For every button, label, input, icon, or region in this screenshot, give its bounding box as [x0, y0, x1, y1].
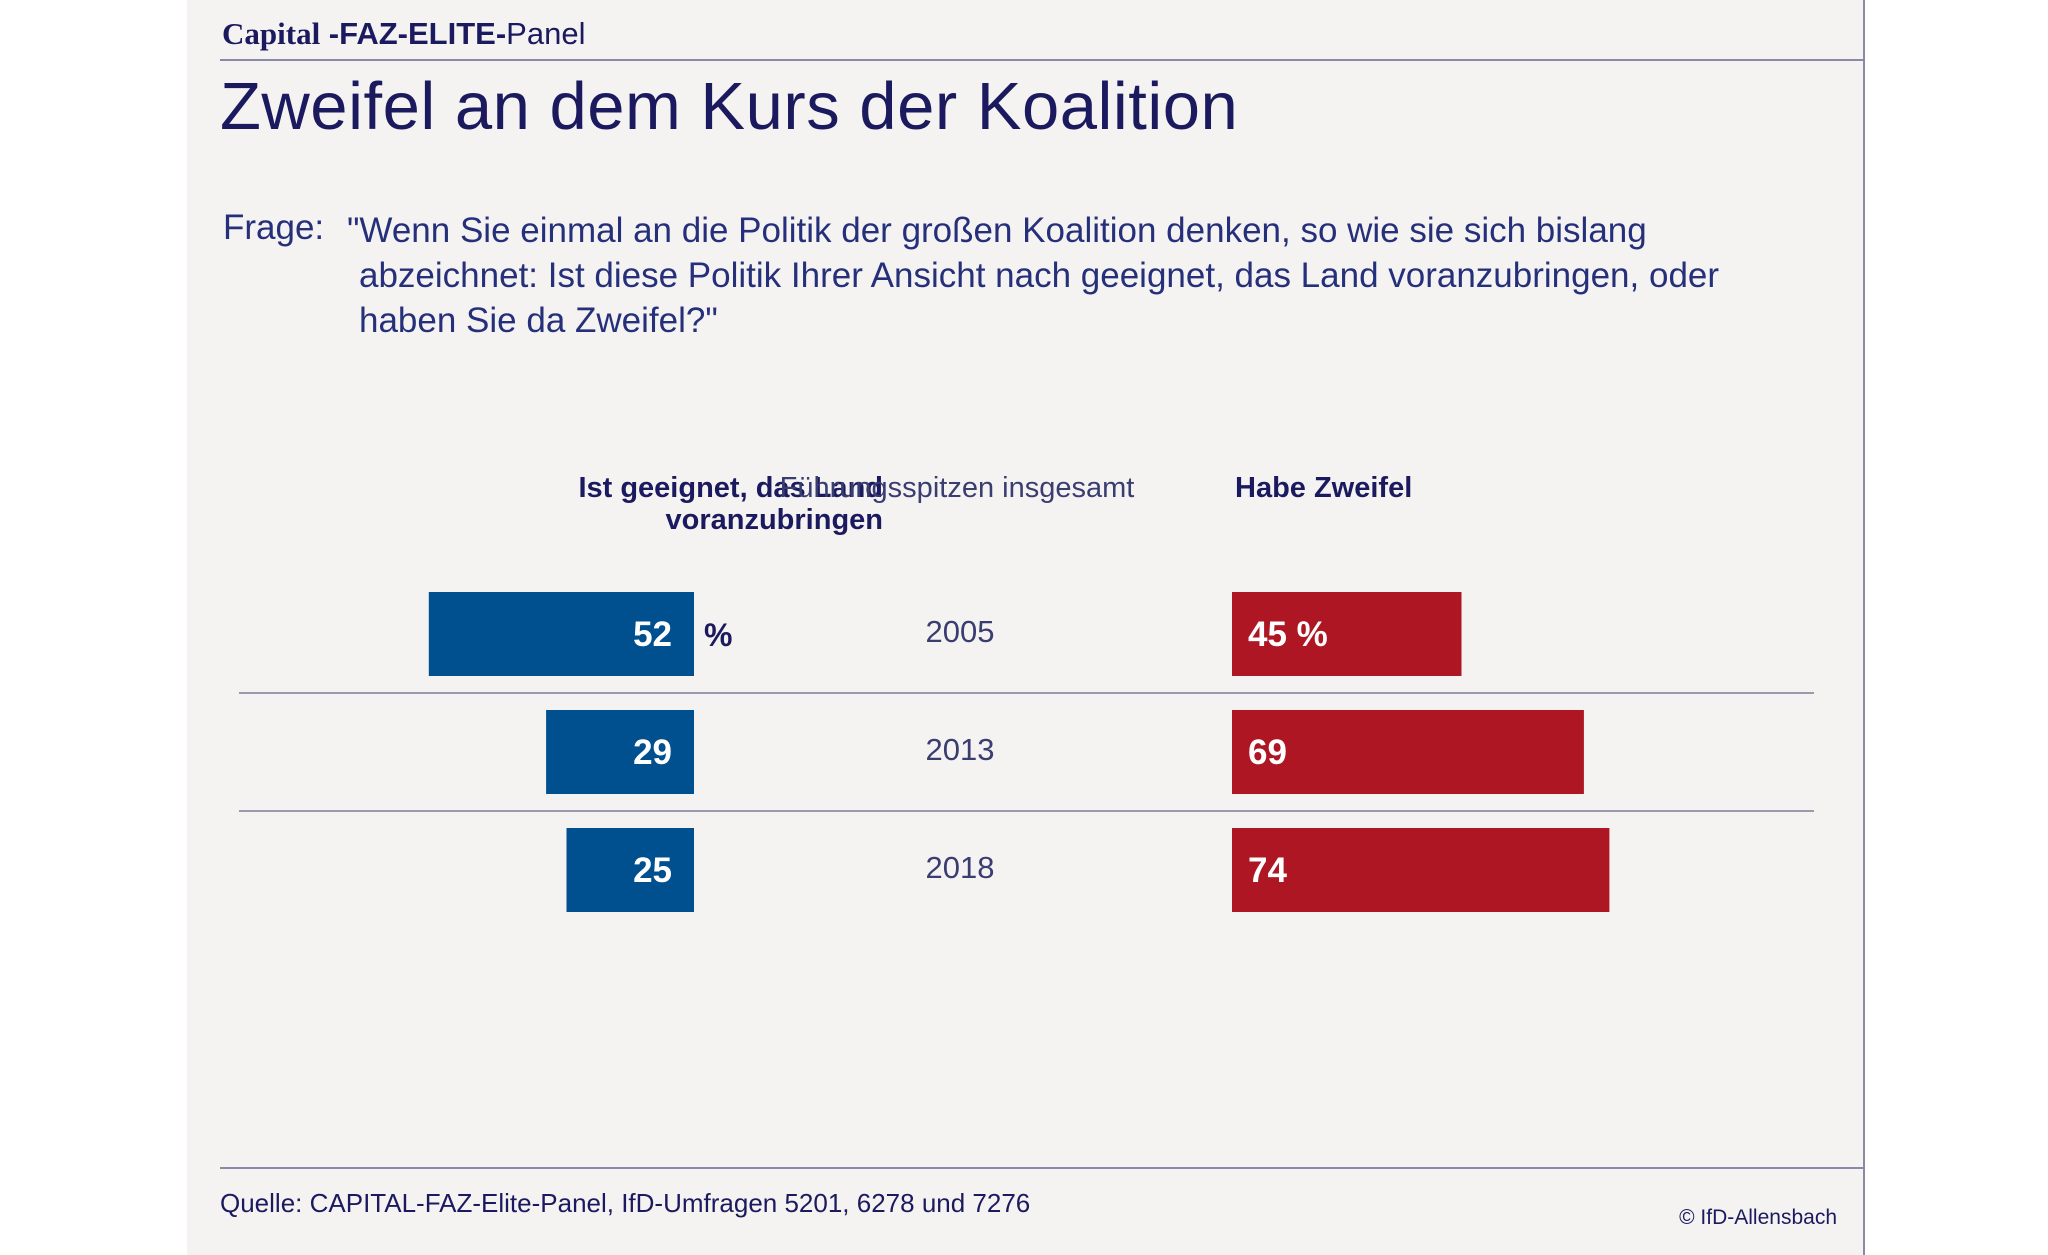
bar-label-suitable-2013: 29 [633, 733, 672, 772]
brand-panel: Panel [506, 16, 586, 51]
copyright-note: © IfD-Allensbach [1679, 1206, 1837, 1229]
brand-faz-elite: -FAZ-ELITE- [320, 16, 507, 51]
bar-doubt-2005 [1232, 592, 1462, 676]
bar-doubt-2013 [1232, 710, 1584, 794]
bar-label-doubt-2018: 74 [1248, 851, 1287, 890]
column-head-suitable: Ist geeignet, das Land voranzubringen [553, 472, 883, 536]
bar-doubt-2018 [1232, 828, 1610, 912]
question-text: "Wenn Sie einmal an die Politik der groß… [347, 211, 1720, 340]
column-head-total: Führungsspitzen insgesamt [779, 472, 1135, 504]
bar-suitable-2018 [566, 828, 694, 912]
bar-suitable-2013 [546, 710, 694, 794]
bar-label-doubt-2005: 45 % [1248, 615, 1328, 654]
year-label-2005: 2005 [926, 614, 995, 649]
header-brand: Capital -FAZ-ELITE-Panel [222, 16, 585, 52]
page-title: Zweifel an dem Kurs der Koalition [220, 69, 1239, 144]
year-label-2013: 2013 [926, 732, 995, 767]
header-divider [220, 59, 1863, 61]
source-note: Quelle: CAPITAL-FAZ-Elite-Panel, IfD-Umf… [220, 1188, 1031, 1218]
column-head-doubt: Habe Zweifel [1235, 472, 1413, 504]
bar-label-suitable-2005: 52 [633, 615, 672, 654]
chart-panel: Capital -FAZ-ELITE-Panel Zweifel an dem … [187, 0, 1865, 1255]
year-label-2018: 2018 [926, 850, 995, 885]
brand-capital: Capital [222, 16, 321, 51]
bar-label-doubt-2013: 69 [1248, 733, 1287, 772]
footer-divider [220, 1167, 1863, 1169]
bar-suitable-2005 [428, 592, 694, 676]
diverging-bar-chart: 52 45 %% 2005 29 69 2013 25 74 2018 [239, 592, 1814, 912]
unit-label-suitable: % [704, 617, 732, 653]
column-head-suitable-text: Ist geeignet, das Land voranzubringen [578, 472, 883, 536]
question-label: Frage: [223, 208, 325, 247]
bar-label-suitable-2018: 25 [633, 851, 672, 890]
